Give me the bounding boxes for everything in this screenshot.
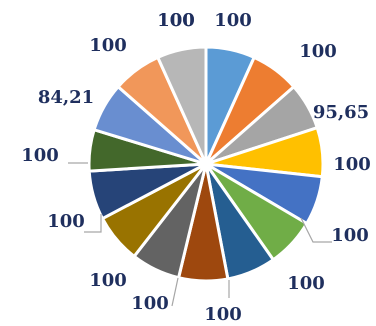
data-label-8: 100: [131, 293, 169, 314]
data-label-9: 100: [89, 270, 127, 291]
data-label-5: 100: [331, 225, 369, 246]
data-label-3: 95,65: [313, 102, 369, 123]
data-label-15: 100: [157, 10, 195, 31]
data-label-13: 100: [89, 35, 127, 56]
data-label-11: 100: [21, 145, 59, 166]
leader-lines: [68, 162, 332, 307]
leader-line-8: [171, 277, 179, 307]
data-label-12: 84,21: [38, 87, 94, 108]
pie-slices: [87, 45, 325, 283]
data-label-2: 100: [299, 41, 337, 62]
pie-slice-15: [156, 45, 208, 166]
data-label-6: 100: [287, 273, 325, 294]
leader-line-5: [300, 217, 332, 243]
data-label-4: 100: [333, 154, 371, 175]
data-label-10: 100: [47, 211, 85, 232]
data-label-7: 100: [204, 304, 242, 325]
data-label-1: 100: [214, 10, 252, 31]
data-labels: 10010095,6510010010010010010010010084,21…: [21, 10, 371, 325]
data-label-14: 100: [157, 10, 195, 31]
leader-line-10: [84, 214, 102, 233]
